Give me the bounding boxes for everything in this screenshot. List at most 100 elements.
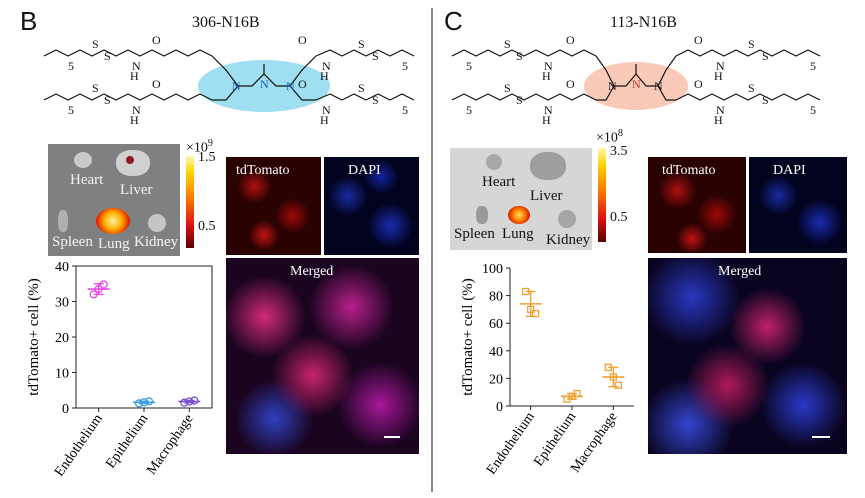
y-tick-label: 20 <box>55 331 69 346</box>
y-tick-label: 30 <box>55 296 69 311</box>
y-tick-label: 60 <box>489 317 503 332</box>
panel-c-compound-name: 113-N16B <box>610 14 677 31</box>
x-category-label: Epithelium <box>103 412 151 472</box>
panel-b-chart: 0 10 20 30 40 tdTomato+ cell (%) EndotheliumEp… <box>26 260 213 480</box>
svg-text:5: 5 <box>402 103 408 117</box>
panel-c-colorbar <box>598 148 606 242</box>
panel-c-lung-organ <box>508 206 530 224</box>
y-axis-title: tdTomato+ cell (%) <box>26 278 42 395</box>
svg-text:N: N <box>322 59 331 73</box>
svg-text:O: O <box>152 33 161 47</box>
data-point <box>522 287 530 296</box>
svg-text:S: S <box>104 93 111 107</box>
data-point <box>573 389 581 398</box>
svg-text:5: 5 <box>68 103 74 117</box>
svg-text:5: 5 <box>466 59 472 73</box>
data-point <box>99 280 108 289</box>
y-tick-label: 40 <box>55 260 69 275</box>
data-point <box>609 373 617 381</box>
svg-text:5: 5 <box>810 103 816 117</box>
panel-c-scale-bar <box>812 436 830 438</box>
panel-c-colorbar-mid: 0.5 <box>610 210 628 225</box>
panel-c-tdtomato-image: tdTomato <box>648 157 746 253</box>
panel-b-colorbar-scale: ×109 <box>186 138 213 156</box>
panel-c-merged-image: Merged <box>648 258 847 454</box>
panel-b-label-heart: Heart <box>70 172 104 188</box>
svg-text:S: S <box>504 37 511 51</box>
panel-c-core-highlight <box>584 62 688 110</box>
svg-text:S: S <box>762 49 769 63</box>
panel-b-dapi-image: DAPI <box>324 157 419 255</box>
svg-text:O: O <box>298 33 307 47</box>
data-point <box>532 309 540 318</box>
svg-text:N: N <box>260 77 269 91</box>
svg-text:N: N <box>322 103 331 117</box>
svg-text:O: O <box>298 77 307 91</box>
svg-text:N: N <box>286 79 295 93</box>
panel-b-letter: B <box>20 6 38 36</box>
svg-text:5: 5 <box>466 103 472 117</box>
svg-text:O: O <box>566 33 575 47</box>
panel-c-dapi-image: DAPI <box>749 157 847 253</box>
y-tick-label: 10 <box>55 367 69 382</box>
data-point <box>527 305 535 314</box>
panel-c-label-kidney: Kidney <box>546 232 591 248</box>
x-category-label: Macrophage <box>144 412 196 478</box>
svg-text:5: 5 <box>68 59 74 73</box>
panel-b-colorbar-mid: 0.5 <box>198 219 216 234</box>
y-tick-label: 40 <box>489 345 503 360</box>
panel-c-colorbar-scale: ×108 <box>596 128 623 146</box>
panel-b-colorbar-max: 1.5 <box>198 150 216 165</box>
data-point <box>139 398 149 407</box>
svg-text:N: N <box>132 59 141 73</box>
panel-c-colorbar-max: 3.5 <box>610 144 628 159</box>
svg-text:S: S <box>358 81 365 95</box>
panel-b-heart-organ <box>74 152 92 168</box>
svg-text:5: 5 <box>402 59 408 73</box>
data-point <box>604 363 612 372</box>
svg-text:N: N <box>716 103 725 117</box>
svg-text:S: S <box>372 49 379 63</box>
panel-c-label-lung: Lung <box>502 226 534 242</box>
panel-b-tdtomato-label: tdTomato <box>236 163 290 178</box>
panel-c-label-spleen: Spleen <box>454 226 495 242</box>
data-point <box>89 290 98 299</box>
y-tick-label: 20 <box>489 372 503 387</box>
panel-c-spleen-organ <box>476 206 488 224</box>
panel-c-kidney-organ <box>558 210 576 228</box>
svg-text:N: N <box>632 77 641 91</box>
panel-b-lung-organ <box>96 208 130 234</box>
svg-text:S: S <box>748 37 755 51</box>
panel-b-dapi-label: DAPI <box>348 163 381 178</box>
y-axis-title: tdTomato+ cell (%) <box>460 278 476 395</box>
panel-b-colorbar <box>186 156 194 248</box>
data-point <box>185 397 194 406</box>
panel-c-liver-organ <box>530 152 566 180</box>
panel-b-merged-label: Merged <box>290 264 334 279</box>
svg-text:H: H <box>130 69 139 83</box>
panel-b-core-highlight <box>198 60 330 112</box>
svg-text:H: H <box>130 113 139 126</box>
svg-text:O: O <box>566 77 575 91</box>
panel-b-kidney-organ <box>148 214 166 232</box>
svg-text:S: S <box>516 49 523 63</box>
panel-c-letter: C <box>444 6 463 36</box>
svg-text:S: S <box>748 81 755 95</box>
panel-b-scale-bar <box>384 436 400 438</box>
svg-text:S: S <box>762 93 769 107</box>
panel-b-liver-organ <box>116 150 150 176</box>
y-tick-label: 0 <box>62 402 69 417</box>
panel-b-liver-signal <box>126 156 134 164</box>
data-point <box>94 284 103 294</box>
panel-c-chart: 0 20 40 60 80 100 tdTomato+ cell (%) Endotheliu… <box>460 262 634 478</box>
svg-text:S: S <box>92 37 99 51</box>
y-tick-label: 100 <box>482 262 503 277</box>
panel-divider <box>431 8 433 492</box>
data-point <box>190 396 199 405</box>
svg-text:S: S <box>516 93 523 107</box>
panel-b-spleen-organ <box>58 210 68 232</box>
panel-c-tdtomato-label: tdTomato <box>662 163 716 178</box>
panel-b-compound-name: 306-N16B <box>192 14 260 31</box>
